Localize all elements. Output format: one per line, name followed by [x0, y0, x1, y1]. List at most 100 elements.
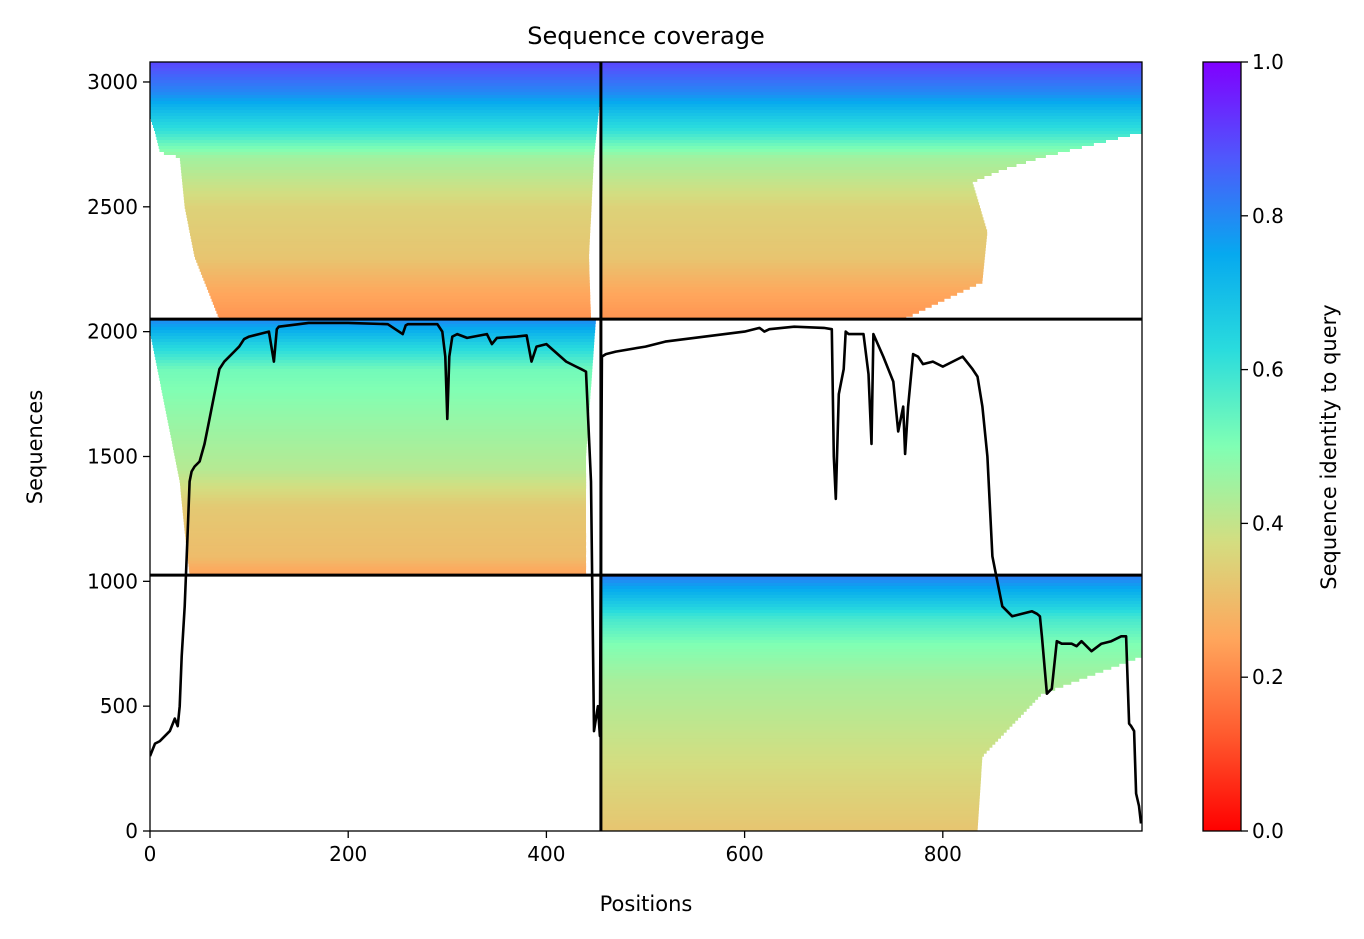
coverage-band — [160, 383, 592, 387]
coverage-band — [600, 268, 984, 272]
coverage-band — [174, 452, 587, 456]
coverage-band — [600, 732, 1004, 736]
colorbar-tick-label: 0.8 — [1252, 204, 1284, 228]
coverage-band — [156, 136, 596, 140]
x-tick-label: 800 — [924, 842, 962, 866]
coverage-band — [165, 410, 590, 414]
coverage-band — [180, 485, 587, 489]
coverage-band — [172, 443, 587, 447]
coverage-band — [150, 94, 601, 99]
coverage-band — [600, 259, 985, 263]
coverage-band — [600, 310, 919, 314]
coverage-band — [600, 292, 958, 296]
coverage-band — [177, 467, 586, 471]
coverage-band — [150, 329, 596, 333]
coverage-band — [600, 64, 1142, 69]
coverage-band — [183, 515, 586, 519]
coverage-band — [600, 265, 984, 269]
coverage-band — [169, 428, 588, 432]
coverage-band — [150, 320, 596, 324]
coverage-band — [600, 280, 983, 284]
coverage-band — [600, 576, 1142, 580]
coverage-band — [600, 274, 983, 278]
coverage-band — [194, 253, 590, 257]
coverage-band — [185, 533, 587, 537]
coverage-band — [600, 771, 982, 775]
coverage-band — [600, 789, 981, 793]
coverage-band — [162, 392, 591, 396]
coverage-band — [158, 145, 596, 149]
coverage-band — [179, 479, 587, 483]
coverage-band — [187, 217, 591, 221]
coverage-band — [600, 304, 932, 308]
coverage-band — [600, 690, 1048, 694]
coverage-band — [600, 660, 1128, 664]
coverage-band — [600, 639, 1142, 643]
coverage-band — [600, 807, 979, 811]
coverage-band — [157, 139, 596, 143]
coverage-band — [183, 193, 593, 197]
coverage-band — [150, 106, 600, 110]
coverage-band — [184, 199, 592, 203]
coverage-band — [150, 112, 599, 116]
coverage-band — [600, 199, 979, 203]
coverage-band — [600, 313, 913, 317]
coverage-band — [150, 115, 599, 119]
coverage-band — [600, 621, 1142, 625]
y-tick-label: 2500 — [87, 195, 138, 219]
coverage-band — [215, 307, 591, 311]
coverage-band — [183, 521, 587, 525]
coverage-band — [600, 247, 986, 251]
coverage-band — [185, 539, 586, 543]
coverage-band — [150, 323, 596, 327]
coverage-band — [173, 446, 587, 450]
coverage-band — [182, 512, 586, 516]
coverage-band — [150, 64, 601, 69]
coverage-band — [600, 768, 982, 772]
coverage-band — [184, 530, 586, 534]
coverage-band — [164, 404, 590, 408]
coverage-band — [600, 214, 983, 218]
coverage-band — [151, 118, 598, 122]
y-tick-label: 0 — [125, 819, 138, 843]
coverage-band — [157, 365, 593, 369]
coverage-band — [160, 380, 592, 384]
coverage-band — [154, 350, 594, 354]
coverage-band — [182, 184, 593, 188]
coverage-band — [150, 62, 601, 66]
coverage-band — [216, 310, 591, 314]
coverage-band — [600, 82, 1142, 87]
coverage-heatmap — [150, 62, 1142, 831]
coverage-band — [600, 133, 1130, 137]
coverage-band — [600, 828, 978, 831]
coverage-band — [600, 145, 1082, 149]
coverage-band — [152, 341, 595, 345]
plot-area — [150, 62, 1142, 831]
coverage-band — [170, 434, 588, 438]
coverage-band — [180, 488, 586, 492]
coverage-band — [600, 172, 992, 176]
coverage-band — [150, 82, 601, 87]
coverage-band — [600, 223, 986, 227]
coverage-band — [162, 395, 591, 399]
coverage-band — [600, 651, 1142, 655]
coverage-band — [183, 518, 586, 522]
coverage-band — [600, 666, 1112, 670]
coverage-band — [600, 693, 1041, 697]
coverage-band — [196, 259, 590, 263]
coverage-band — [600, 813, 979, 817]
coverage-band — [600, 97, 1142, 102]
coverage-band — [600, 750, 987, 754]
coverage-band — [187, 551, 587, 555]
coverage-band — [189, 229, 591, 233]
coverage-band — [600, 657, 1136, 661]
coverage-band — [600, 741, 996, 745]
coverage-band — [600, 708, 1027, 712]
coverage-band — [150, 91, 601, 96]
coverage-band — [177, 470, 587, 474]
coverage-band — [600, 136, 1118, 140]
y-tick-label: 1500 — [87, 444, 138, 468]
coverage-band — [151, 338, 595, 342]
coverage-band — [600, 298, 945, 302]
